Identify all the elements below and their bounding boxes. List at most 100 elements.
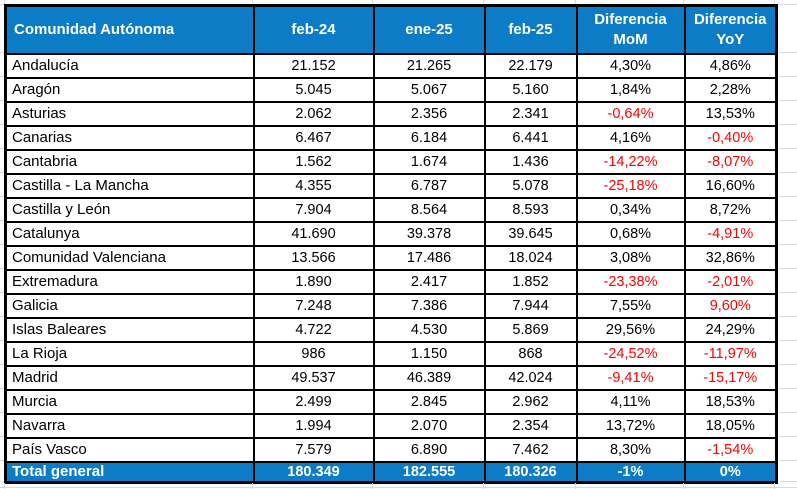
mom-cell[interactable]: 8,30% (575, 436, 686, 463)
feb24-cell[interactable]: 2.499 (252, 388, 375, 415)
region-cell[interactable]: Comunidad Valenciana (4, 244, 255, 271)
mom-cell[interactable]: -24,52% (575, 340, 686, 367)
region-cell[interactable]: Extremadura (4, 268, 255, 295)
feb25-cell[interactable]: 2.341 (483, 100, 578, 127)
yoy-cell[interactable]: -1,54% (683, 436, 778, 463)
region-cell[interactable]: Cantabria (4, 148, 255, 175)
feb25-cell[interactable]: 7.462 (483, 436, 578, 463)
ene25-cell[interactable]: 2.845 (372, 388, 486, 415)
total-ene25-cell[interactable]: 182.555 (372, 460, 486, 484)
feb24-cell[interactable]: 1.994 (252, 412, 375, 439)
feb25-cell[interactable]: 6.441 (483, 124, 578, 151)
region-cell[interactable]: Castilla - La Mancha (4, 172, 255, 199)
mom-cell[interactable]: -14,22% (575, 148, 686, 175)
feb24-cell[interactable]: 986 (252, 340, 375, 367)
feb24-cell[interactable]: 4.355 (252, 172, 375, 199)
header-feb-25[interactable]: feb-25 (483, 4, 578, 55)
feb25-cell[interactable]: 22.179 (483, 52, 578, 79)
feb25-cell[interactable]: 5.078 (483, 172, 578, 199)
ene25-cell[interactable]: 1.150 (372, 340, 486, 367)
mom-cell[interactable]: 4,11% (575, 388, 686, 415)
yoy-cell[interactable]: 32,86% (683, 244, 778, 271)
feb24-cell[interactable]: 5.045 (252, 76, 375, 103)
ene25-cell[interactable]: 2.417 (372, 268, 486, 295)
feb24-cell[interactable]: 49.537 (252, 364, 375, 391)
mom-cell[interactable]: 4,16% (575, 124, 686, 151)
yoy-cell[interactable]: 13,53% (683, 100, 778, 127)
feb24-cell[interactable]: 41.690 (252, 220, 375, 247)
total-mom-cell[interactable]: -1% (575, 460, 686, 484)
feb24-cell[interactable]: 1.562 (252, 148, 375, 175)
mom-cell[interactable]: -25,18% (575, 172, 686, 199)
mom-cell[interactable]: 0,68% (575, 220, 686, 247)
region-cell[interactable]: Islas Baleares (4, 316, 255, 343)
feb25-cell[interactable]: 42.024 (483, 364, 578, 391)
yoy-cell[interactable]: -11,97% (683, 340, 778, 367)
mom-cell[interactable]: -23,38% (575, 268, 686, 295)
feb25-cell[interactable]: 1.852 (483, 268, 578, 295)
feb24-cell[interactable]: 21.152 (252, 52, 375, 79)
region-cell[interactable]: País Vasco (4, 436, 255, 463)
ene25-cell[interactable]: 7.386 (372, 292, 486, 319)
feb24-cell[interactable]: 6.467 (252, 124, 375, 151)
header-diferencia-mom[interactable]: Diferencia MoM (575, 4, 686, 55)
yoy-cell[interactable]: 18,53% (683, 388, 778, 415)
yoy-cell[interactable]: -2,01% (683, 268, 778, 295)
ene25-cell[interactable]: 1.674 (372, 148, 486, 175)
yoy-cell[interactable]: -8,07% (683, 148, 778, 175)
feb24-cell[interactable]: 7.904 (252, 196, 375, 223)
total-feb24-cell[interactable]: 180.349 (252, 460, 375, 484)
total-feb25-cell[interactable]: 180.326 (483, 460, 578, 484)
feb25-cell[interactable]: 39.645 (483, 220, 578, 247)
region-cell[interactable]: Asturias (4, 100, 255, 127)
mom-cell[interactable]: 3,08% (575, 244, 686, 271)
feb25-cell[interactable]: 2.354 (483, 412, 578, 439)
mom-cell[interactable]: 29,56% (575, 316, 686, 343)
header-diferencia-yoy[interactable]: Diferencia YoY (683, 4, 778, 55)
mom-cell[interactable]: 13,72% (575, 412, 686, 439)
mom-cell[interactable]: 0,34% (575, 196, 686, 223)
yoy-cell[interactable]: 8,72% (683, 196, 778, 223)
ene25-cell[interactable]: 39.378 (372, 220, 486, 247)
region-cell[interactable]: Murcia (4, 388, 255, 415)
feb25-cell[interactable]: 1.436 (483, 148, 578, 175)
ene25-cell[interactable]: 17.486 (372, 244, 486, 271)
mom-cell[interactable]: 4,30% (575, 52, 686, 79)
total-label-cell[interactable]: Total general (4, 460, 255, 484)
yoy-cell[interactable]: 4,86% (683, 52, 778, 79)
feb24-cell[interactable]: 7.248 (252, 292, 375, 319)
mom-cell[interactable]: -9,41% (575, 364, 686, 391)
ene25-cell[interactable]: 6.787 (372, 172, 486, 199)
feb24-cell[interactable]: 2.062 (252, 100, 375, 127)
feb25-cell[interactable]: 2.962 (483, 388, 578, 415)
region-cell[interactable]: Aragón (4, 76, 255, 103)
region-cell[interactable]: Navarra (4, 412, 255, 439)
mom-cell[interactable]: -0,64% (575, 100, 686, 127)
yoy-cell[interactable]: 2,28% (683, 76, 778, 103)
feb24-cell[interactable]: 7.579 (252, 436, 375, 463)
ene25-cell[interactable]: 2.356 (372, 100, 486, 127)
region-cell[interactable]: Castilla y León (4, 196, 255, 223)
feb24-cell[interactable]: 13.566 (252, 244, 375, 271)
yoy-cell[interactable]: 24,29% (683, 316, 778, 343)
region-cell[interactable]: Andalucía (4, 52, 255, 79)
feb24-cell[interactable]: 1.890 (252, 268, 375, 295)
yoy-cell[interactable]: -0,40% (683, 124, 778, 151)
mom-cell[interactable]: 1,84% (575, 76, 686, 103)
feb24-cell[interactable]: 4.722 (252, 316, 375, 343)
ene25-cell[interactable]: 21.265 (372, 52, 486, 79)
feb25-cell[interactable]: 868 (483, 340, 578, 367)
yoy-cell[interactable]: 18,05% (683, 412, 778, 439)
ene25-cell[interactable]: 5.067 (372, 76, 486, 103)
header-comunidad-autonoma[interactable]: Comunidad Autónoma (4, 4, 255, 55)
header-feb-24[interactable]: feb-24 (252, 4, 375, 55)
region-cell[interactable]: Canarias (4, 124, 255, 151)
ene25-cell[interactable]: 46.389 (372, 364, 486, 391)
header-ene-25[interactable]: ene-25 (372, 4, 486, 55)
yoy-cell[interactable]: 16,60% (683, 172, 778, 199)
region-cell[interactable]: Madrid (4, 364, 255, 391)
feb25-cell[interactable]: 8.593 (483, 196, 578, 223)
ene25-cell[interactable]: 6.890 (372, 436, 486, 463)
yoy-cell[interactable]: -15,17% (683, 364, 778, 391)
region-cell[interactable]: Galicia (4, 292, 255, 319)
